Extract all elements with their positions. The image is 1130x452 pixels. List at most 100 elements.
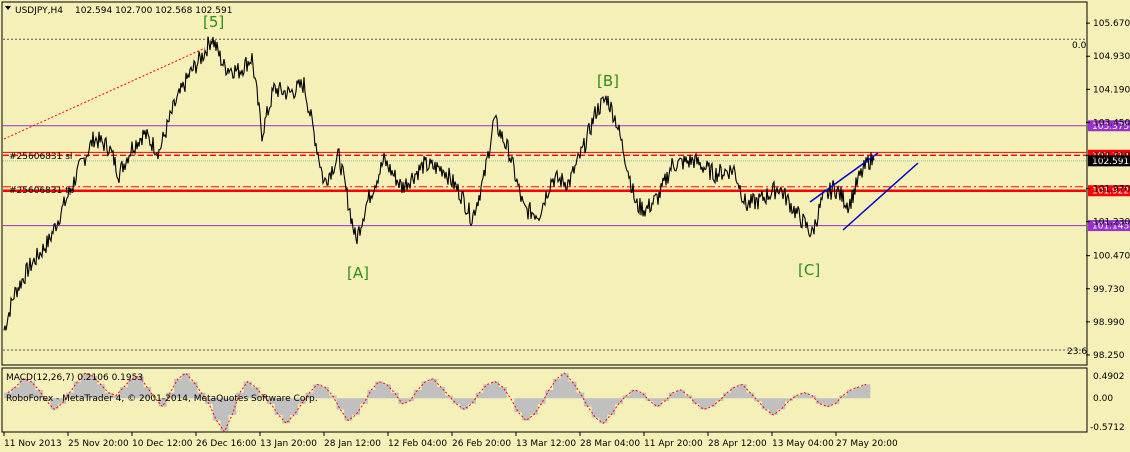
macd-bar <box>607 398 616 415</box>
macd-bar <box>699 398 708 410</box>
macd-bar <box>58 398 67 404</box>
macd-bar <box>398 398 407 404</box>
macd-bar <box>846 389 855 399</box>
macd-bar <box>591 398 600 418</box>
macd-bar <box>815 398 824 404</box>
x-tick-label: 28 Apr 12:00 <box>708 439 767 449</box>
macd-bar <box>792 395 801 399</box>
y-tick-label: 102.710 <box>1093 151 1130 161</box>
trend-line <box>3 47 206 140</box>
macd-bar <box>421 381 430 399</box>
price-series <box>3 36 875 331</box>
macd-bar <box>212 398 221 421</box>
x-tick-label: 26 Dec 16:00 <box>196 439 257 449</box>
macd-bar <box>568 381 577 399</box>
y-tick-label: 98.250 <box>1093 351 1125 361</box>
macd-bar <box>692 398 701 404</box>
macd-label: MACD(12,26,7) 0.2106 0.1953 <box>6 373 143 383</box>
macd-bar <box>537 398 546 404</box>
macd-bar <box>4 392 13 399</box>
macd-bar <box>754 398 763 402</box>
macd-bar <box>189 381 198 399</box>
macd-bar <box>382 384 391 399</box>
macd-bar <box>81 373 90 399</box>
macd-bar <box>769 398 778 415</box>
macd-bar <box>638 392 647 399</box>
macd-bar <box>514 398 523 413</box>
macd-bar <box>684 395 693 399</box>
macd-scale-top: 0.4902 <box>1093 372 1125 382</box>
wave-label-C: [C] <box>798 261 820 279</box>
macd-bar <box>290 398 299 415</box>
macd-bar <box>583 398 592 407</box>
macd-bar <box>823 398 832 407</box>
macd-bar <box>112 395 121 399</box>
macd-bar <box>552 378 562 399</box>
level-price-label-1: 103.375 <box>1092 122 1129 132</box>
macd-bar <box>158 398 167 407</box>
x-tick-label: 28 Mar 04:00 <box>580 439 640 449</box>
macd-bar <box>282 398 291 424</box>
macd-bar <box>197 392 206 399</box>
macd-bar <box>777 398 786 410</box>
macd-bar <box>723 392 732 399</box>
x-tick-label: 13 Mar 12:00 <box>516 439 576 449</box>
macd-bar <box>483 384 492 399</box>
macd-bar <box>104 392 113 399</box>
macd-bar <box>630 389 639 399</box>
macd-bar <box>784 398 793 402</box>
macd-bar <box>668 392 677 399</box>
macd-bar <box>676 389 685 399</box>
time-axis[interactable]: 11 Nov 2013 25 Nov 20:00 10 Dec 12:00 26 De… <box>3 432 898 449</box>
level-price-label-5: 101.143 <box>1092 222 1129 232</box>
y-tick-label: 100.470 <box>1093 252 1130 262</box>
channel-upper-line[interactable] <box>809 152 879 203</box>
macd-bar <box>305 392 314 399</box>
level-price-box-1 <box>1088 120 1130 132</box>
fib-label-top: 0.0 <box>1072 41 1087 51</box>
macd-bar <box>475 392 484 399</box>
macd-bar <box>42 398 51 402</box>
macd-bar <box>96 384 105 399</box>
macd-bar <box>839 395 848 399</box>
macd-bar <box>498 387 507 399</box>
level-price-box-4 <box>1088 185 1130 197</box>
macd-bar <box>862 384 871 399</box>
macd-bar <box>522 398 531 421</box>
y-tick-label: 104.930 <box>1093 52 1130 62</box>
channel-lower-line[interactable] <box>842 162 919 231</box>
fib-label-bottom: 23.6 <box>1067 347 1087 357</box>
macd-bar <box>375 381 384 399</box>
macd-bar <box>266 398 275 404</box>
macd-bar <box>406 398 415 402</box>
order-tp-label: #25606831 tp <box>9 186 75 196</box>
level-price-label-3: 102.591 <box>1092 157 1129 167</box>
macd-bar <box>437 387 446 399</box>
macd-bar <box>127 378 136 399</box>
x-tick-label: 11 Nov 2013 <box>4 439 62 449</box>
level-price-box-3 <box>1088 155 1130 167</box>
macd-bar <box>259 395 268 399</box>
macd-bar <box>800 392 809 399</box>
macd-bar <box>228 398 237 415</box>
macd-bar <box>19 378 28 399</box>
macd-bar <box>738 384 747 399</box>
macd-scale-bottom: -0.5712 <box>1090 423 1125 433</box>
price-axis[interactable]: 105.670 104.930 104.190 103.450 102.710 101.9… <box>1086 19 1130 361</box>
macd-bar <box>65 392 74 399</box>
macd-bar <box>73 381 82 399</box>
macd-bar <box>444 395 453 399</box>
y-tick-label: 101.970 <box>1093 185 1130 195</box>
macd-bar <box>653 398 662 407</box>
x-tick-label: 11 Apr 20:00 <box>644 439 703 449</box>
macd-bar <box>174 378 183 399</box>
macd-bar <box>119 387 129 399</box>
symbol-title: USDJPY,H4 <box>15 6 63 16</box>
wave-label-5: [5] <box>203 13 224 31</box>
level-price-box-5 <box>1088 220 1130 232</box>
macd-bar <box>413 389 422 399</box>
macd-bar <box>599 398 608 424</box>
x-tick-label: 13 May 04:00 <box>772 439 834 449</box>
